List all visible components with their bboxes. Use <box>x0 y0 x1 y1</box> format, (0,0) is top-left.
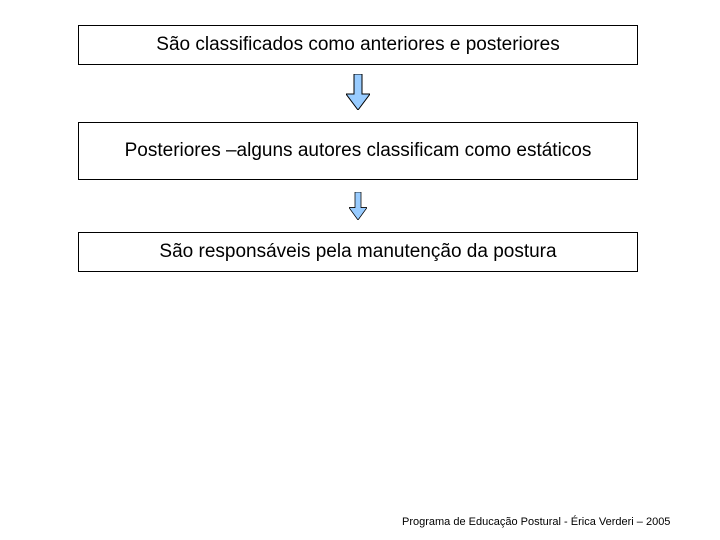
flow-box-3-text: São responsáveis pela manutenção da post… <box>159 240 556 265</box>
flow-box-1: São classificados como anteriores e post… <box>78 25 638 65</box>
arrow-icon <box>349 192 367 220</box>
flow-box-2-text: Posteriores –alguns autores classificam … <box>125 139 592 164</box>
footer-text: Programa de Educação Postural - Érica Ve… <box>402 516 670 528</box>
footer-credit: Programa de Educação Postural - Érica Ve… <box>402 516 670 528</box>
flow-box-2: Posteriores –alguns autores classificam … <box>78 122 638 180</box>
flow-box-1-text: São classificados como anteriores e post… <box>156 33 559 58</box>
flow-box-3: São responsáveis pela manutenção da post… <box>78 232 638 272</box>
down-arrow-1 <box>346 74 370 110</box>
slide-canvas: { "boxes": { "box1": { "text": "São clas… <box>0 0 720 540</box>
arrow-icon <box>346 74 370 110</box>
down-arrow-2 <box>349 192 367 220</box>
